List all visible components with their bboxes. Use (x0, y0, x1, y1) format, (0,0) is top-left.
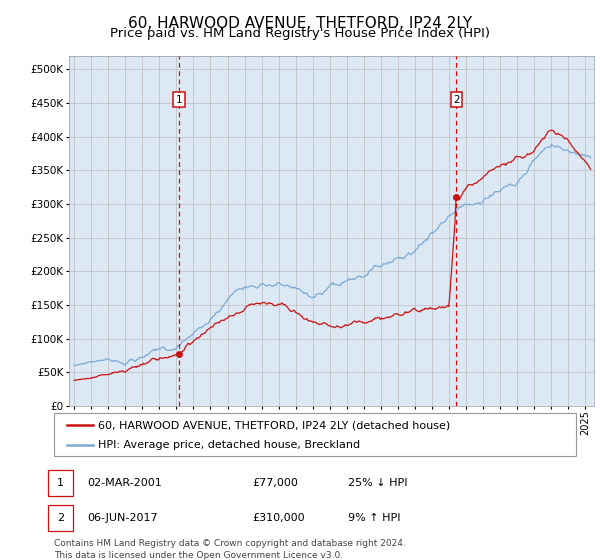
Text: 02-MAR-2001: 02-MAR-2001 (87, 478, 162, 488)
Text: 1: 1 (176, 95, 182, 105)
Text: 25% ↓ HPI: 25% ↓ HPI (348, 478, 407, 488)
Text: 60, HARWOOD AVENUE, THETFORD, IP24 2LY: 60, HARWOOD AVENUE, THETFORD, IP24 2LY (128, 16, 472, 31)
Text: £77,000: £77,000 (252, 478, 298, 488)
Text: 06-JUN-2017: 06-JUN-2017 (87, 513, 158, 523)
FancyBboxPatch shape (54, 413, 576, 456)
Text: 2: 2 (57, 513, 64, 523)
Text: Contains HM Land Registry data © Crown copyright and database right 2024.
This d: Contains HM Land Registry data © Crown c… (54, 539, 406, 559)
Text: Price paid vs. HM Land Registry's House Price Index (HPI): Price paid vs. HM Land Registry's House … (110, 27, 490, 40)
Text: £310,000: £310,000 (252, 513, 305, 523)
Text: 9% ↑ HPI: 9% ↑ HPI (348, 513, 401, 523)
Text: 2: 2 (453, 95, 460, 105)
Text: 1: 1 (57, 478, 64, 488)
Text: HPI: Average price, detached house, Breckland: HPI: Average price, detached house, Brec… (98, 440, 361, 450)
Text: 60, HARWOOD AVENUE, THETFORD, IP24 2LY (detached house): 60, HARWOOD AVENUE, THETFORD, IP24 2LY (… (98, 421, 451, 430)
